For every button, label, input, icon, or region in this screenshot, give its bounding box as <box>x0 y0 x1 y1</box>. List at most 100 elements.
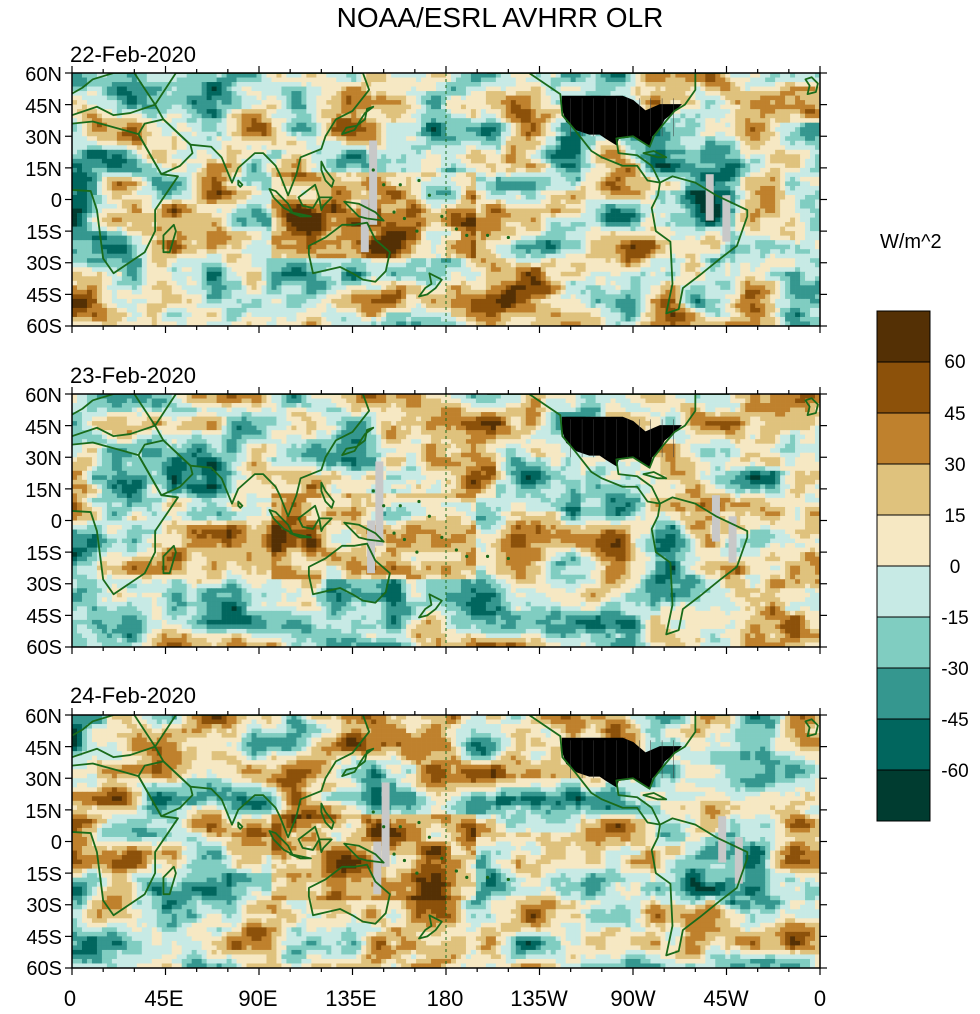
panel-2-date: 23-Feb-2020 <box>70 363 196 389</box>
anomaly-cell <box>431 127 437 133</box>
anomaly-cell <box>256 199 262 205</box>
anomaly-cell <box>371 82 377 87</box>
anomaly-cell <box>156 208 163 214</box>
anomaly-cell <box>500 217 507 223</box>
anomaly-cell <box>660 163 666 169</box>
anomaly-cell <box>231 208 237 214</box>
anomaly-cell <box>695 118 701 124</box>
anomaly-cell <box>296 204 302 209</box>
anomaly-cell <box>495 181 502 187</box>
anomaly-cell <box>101 199 108 205</box>
anomaly-cell <box>630 190 636 196</box>
anomaly-cell <box>725 140 731 146</box>
anomaly-cell <box>341 91 347 96</box>
anomaly-cell <box>720 104 726 110</box>
anomaly-cell <box>156 100 163 105</box>
anomaly-cell <box>730 163 736 169</box>
anomaly-cell <box>81 154 88 160</box>
anomaly-cell <box>151 145 158 151</box>
anomaly-cell <box>376 127 382 133</box>
anomaly-cell <box>361 176 367 182</box>
anomaly-cell <box>760 167 766 173</box>
anomaly-cell <box>101 136 108 142</box>
anomaly-cell <box>765 185 771 191</box>
anomaly-cell <box>81 208 88 214</box>
anomaly-cell <box>291 172 297 178</box>
anomaly-cell <box>470 77 477 83</box>
anomaly-cell <box>740 176 746 182</box>
anomaly-cell <box>815 91 820 96</box>
anomaly-cell <box>535 176 542 182</box>
anomaly-cell <box>695 95 701 101</box>
anomaly-cell <box>640 104 646 110</box>
anomaly-cell <box>171 185 178 191</box>
anomaly-cell <box>760 158 766 164</box>
anomaly-cell <box>356 91 362 96</box>
anomaly-cell <box>490 82 497 87</box>
anomaly-cell <box>505 158 512 164</box>
anomaly-cell <box>191 181 198 187</box>
anomaly-cell <box>426 185 432 191</box>
anomaly-cell <box>426 104 432 110</box>
anomaly-cell <box>475 158 482 164</box>
anomaly-cell <box>171 122 178 128</box>
anomaly-cell <box>416 181 422 187</box>
anomaly-cell <box>470 176 477 182</box>
anomaly-cell <box>800 204 806 209</box>
anomaly-cell <box>470 100 477 105</box>
anomaly-cell <box>256 122 262 128</box>
anomaly-cell <box>161 109 168 115</box>
anomaly-cell <box>216 154 222 160</box>
anomaly-cell <box>815 199 820 205</box>
anomaly-cell <box>191 100 198 105</box>
anomaly-cell <box>490 172 497 178</box>
anomaly-cell <box>530 127 537 133</box>
anomaly-cell <box>441 109 447 115</box>
anomaly-cell <box>610 86 616 92</box>
anomaly-cell <box>286 181 292 187</box>
anomaly-cell <box>306 208 312 214</box>
anomaly-cell <box>735 181 741 187</box>
anomaly-cell <box>660 181 666 187</box>
p1-lat-label-15s: 15S <box>0 222 62 244</box>
anomaly-cell <box>565 145 572 151</box>
anomaly-cell <box>650 100 656 105</box>
anomaly-cell <box>241 172 247 178</box>
anomaly-cell <box>630 185 636 191</box>
anomaly-cell <box>750 131 756 137</box>
colorbar-label-minus-30: -30 <box>930 659 980 681</box>
anomaly-cell <box>111 131 118 137</box>
anomaly-cell <box>356 118 362 124</box>
anomaly-cell <box>206 204 212 209</box>
anomaly-cell <box>296 77 302 83</box>
anomaly-cell <box>560 122 567 128</box>
anomaly-cell <box>800 213 806 218</box>
anomaly-cell <box>755 217 761 223</box>
anomaly-cell <box>436 82 442 87</box>
anomaly-cell <box>316 136 322 142</box>
anomaly-cell <box>455 77 462 83</box>
anomaly-cell <box>196 136 203 142</box>
anomaly-cell <box>630 73 636 78</box>
anomaly-cell <box>316 204 322 209</box>
anomaly-cell <box>371 131 377 137</box>
anomaly-cell <box>465 190 472 196</box>
anomaly-cell <box>426 167 432 173</box>
anomaly-cell <box>211 217 217 223</box>
anomaly-cell <box>121 172 128 178</box>
anomaly-cell <box>540 77 547 83</box>
anomaly-cell <box>545 95 552 101</box>
anomaly-cell <box>810 194 816 200</box>
anomaly-cell <box>216 104 222 110</box>
anomaly-cell <box>805 145 811 151</box>
anomaly-cell <box>805 172 811 178</box>
anomaly-cell <box>336 73 342 78</box>
anomaly-cell <box>271 140 277 146</box>
anomaly-cell <box>231 113 237 119</box>
anomaly-cell <box>261 167 267 173</box>
anomaly-cell <box>795 122 801 128</box>
anomaly-cell <box>121 122 128 128</box>
anomaly-cell <box>236 127 242 133</box>
figure-title: NOAA/ESRL AVHRR OLR <box>0 0 980 36</box>
anomaly-cell <box>116 140 123 146</box>
